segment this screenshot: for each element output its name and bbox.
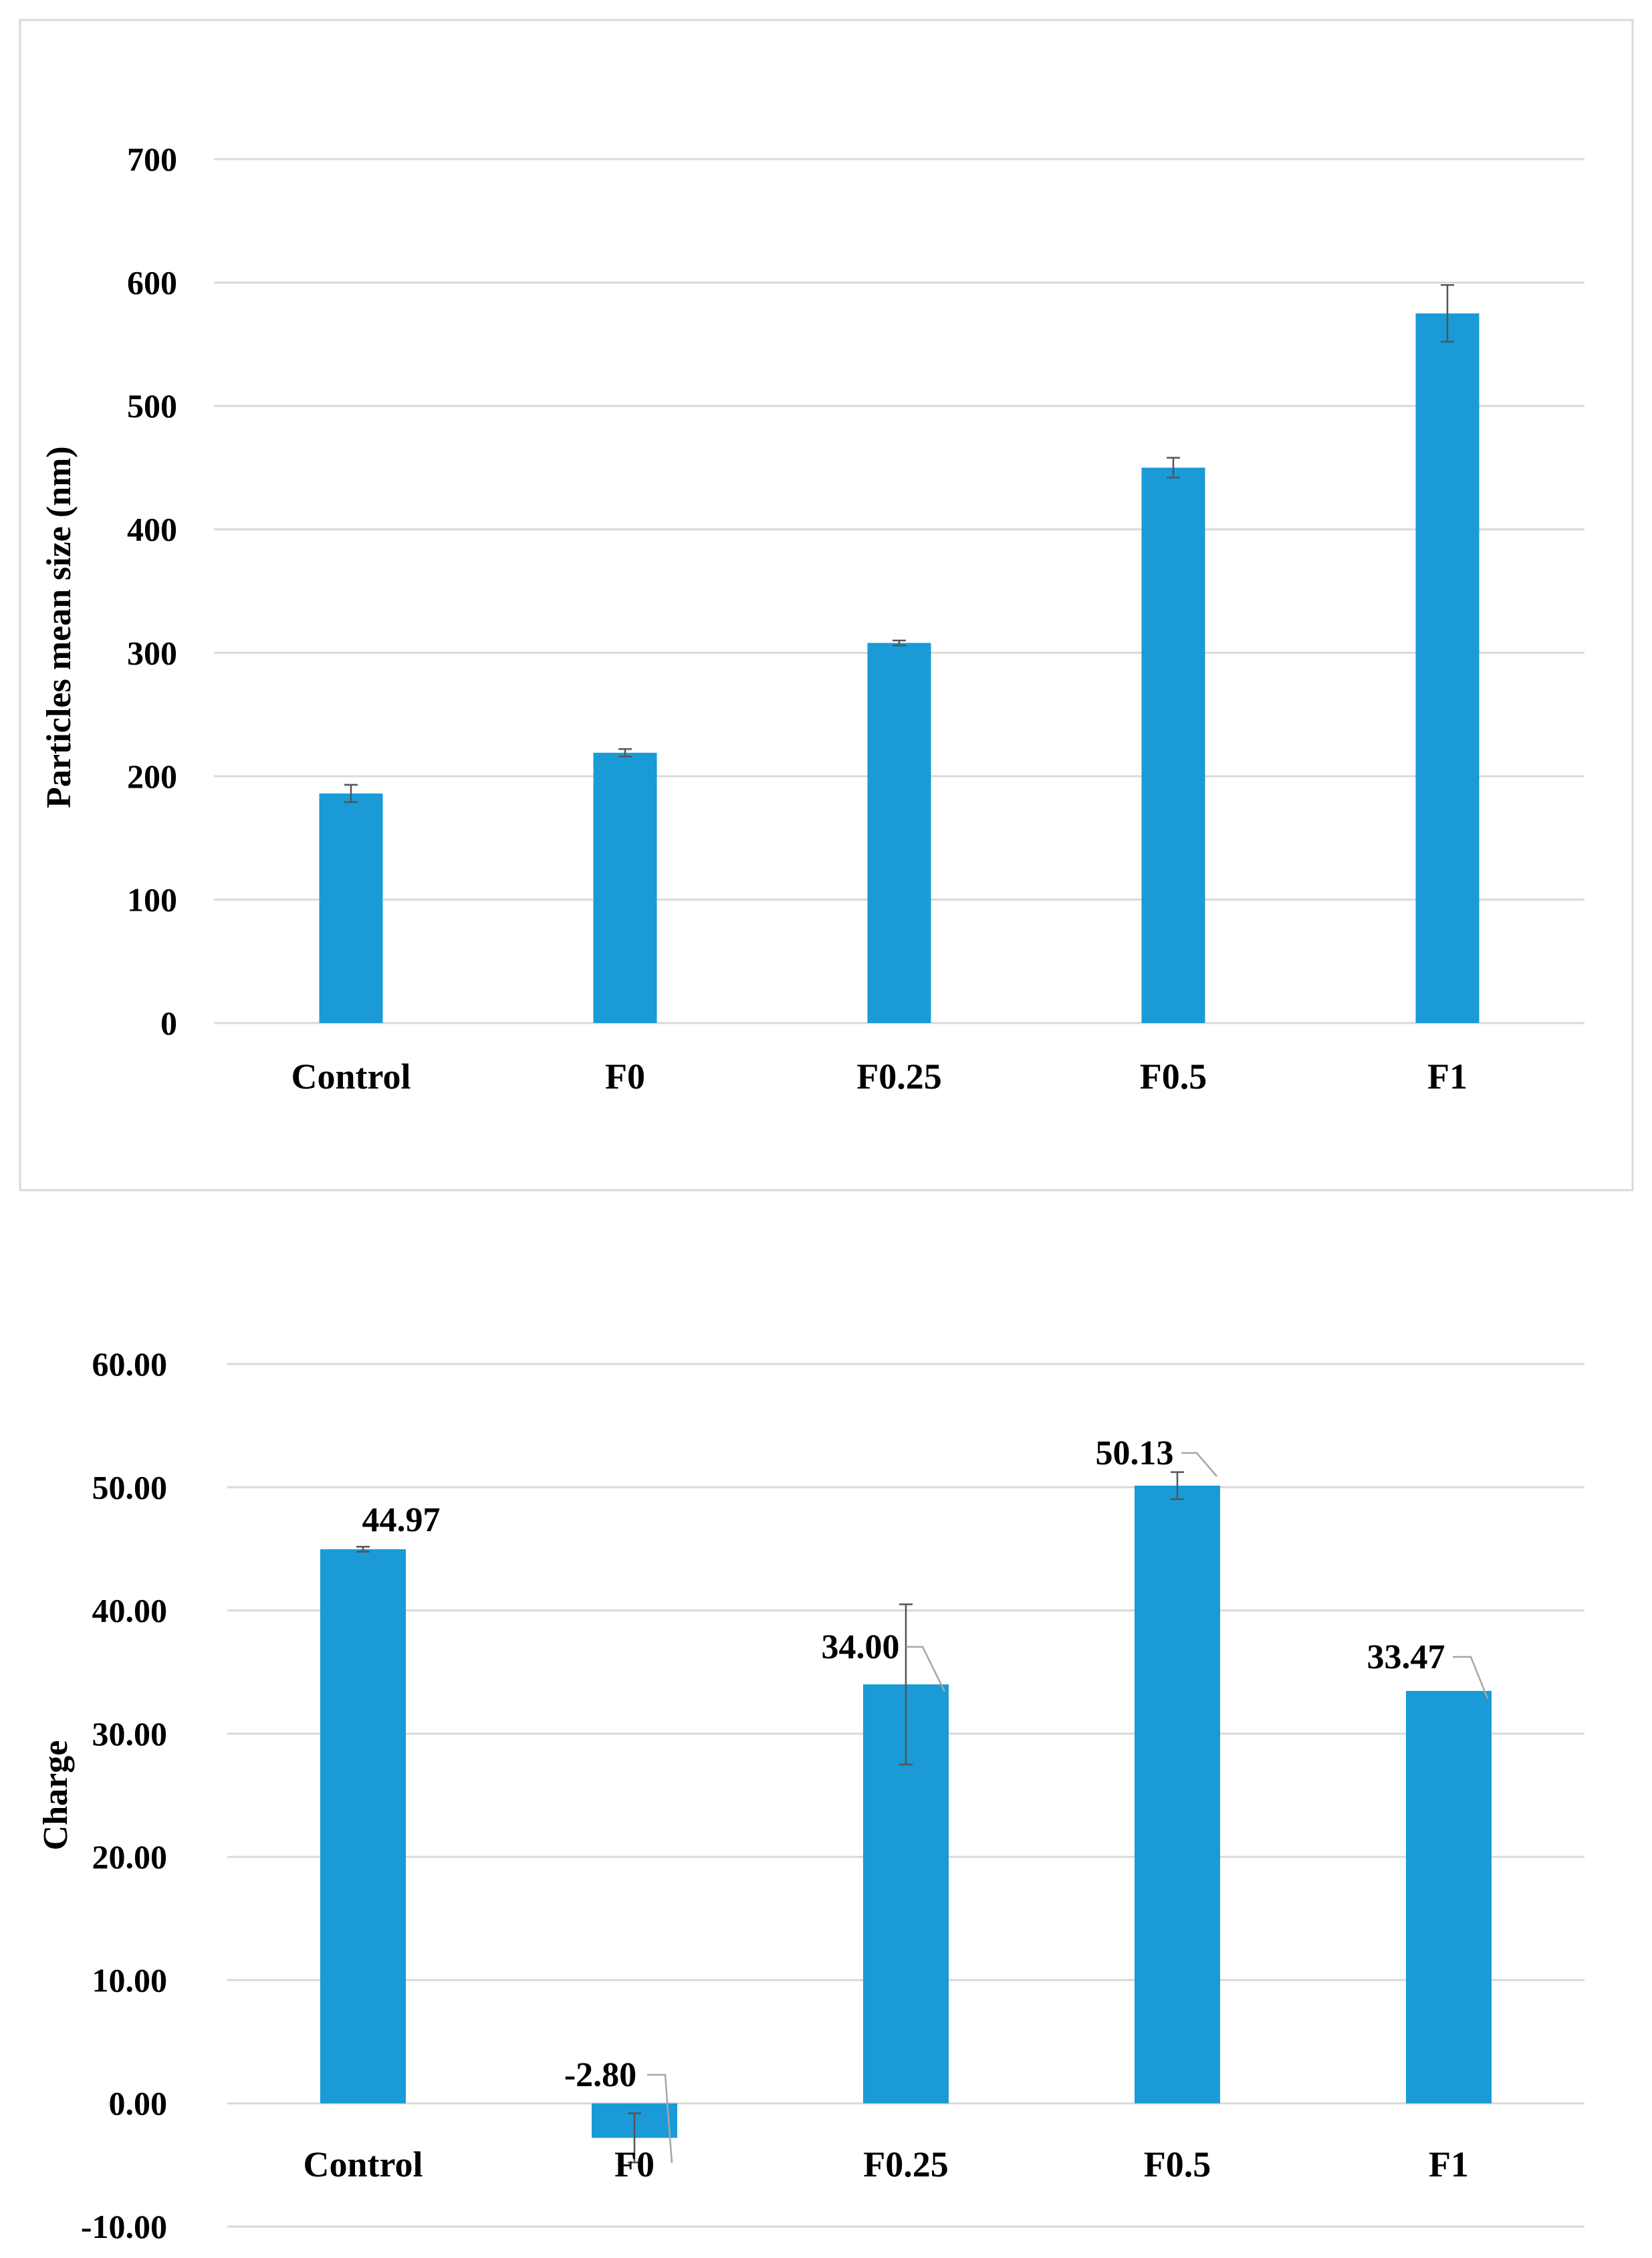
charge-data-label-f0-5: 50.13 (1096, 1434, 1174, 1472)
charge-y-tick-label: 40.00 (92, 1592, 168, 1629)
size-y-tick-label: 100 (127, 881, 177, 918)
charge-y-tick-label: 60.00 (92, 1345, 168, 1383)
charge-y-tick-label: 10.00 (92, 1961, 168, 1999)
size-y-tick-label: 0 (160, 1004, 177, 1042)
charge-y-axis-title: Charge (37, 1740, 75, 1851)
size-bar-control (319, 793, 383, 1023)
size-bar-f0 (593, 752, 657, 1023)
charge-data-label-f0: -2.80 (564, 2056, 636, 2094)
charge-data-label-control: 44.97 (362, 1501, 441, 1539)
charge-y-tick-label: 0.00 (109, 2085, 168, 2122)
charge-bar-f1 (1406, 1690, 1492, 2104)
charge-y-tick-label: 50.00 (92, 1468, 168, 1506)
charge-category-label-f1: F1 (1429, 2144, 1469, 2184)
charge-label-leader-f0-25 (907, 1646, 946, 1692)
size-bar-f1 (1415, 313, 1480, 1023)
size-category-label-f1: F1 (1427, 1056, 1467, 1097)
charge-category-label-f0-5: F0.5 (1144, 2144, 1211, 2184)
size-error-bar-control (344, 784, 358, 803)
size-error-bar-f0 (618, 748, 632, 758)
charge-chart: -10.00 0.00 10.00 20.00 30.00 40.00 50.00 60.00… (37, 1345, 1584, 2245)
size-y-axis-title: Particles mean size (nm) (40, 446, 78, 808)
size-bar-f0-25 (867, 643, 931, 1023)
charge-error-bar-f0-5 (1171, 1471, 1184, 1500)
charge-bar-control (320, 1549, 406, 2104)
charge-label-leader-f1 (1453, 1656, 1489, 1699)
charge-label-leader-f0-5 (1181, 1452, 1217, 1477)
size-category-label-f0-25: F0.25 (856, 1056, 942, 1097)
size-y-tick-label: 400 (127, 511, 177, 548)
charge-data-label-f1: 33.47 (1367, 1638, 1445, 1676)
size-error-bar-f0-25 (893, 639, 906, 647)
charge-error-bar-f0-25 (899, 1603, 913, 1766)
charge-category-label-f0-25: F0.25 (863, 2144, 949, 2184)
charge-y-tick-label: 20.00 (92, 1838, 168, 1876)
size-y-tick-label: 500 (127, 387, 177, 425)
size-bar-f0-5 (1141, 467, 1205, 1023)
charge-data-label-f0-25: 34.00 (822, 1628, 900, 1666)
size-error-bar-f1 (1441, 284, 1454, 343)
charge-y-tick-label: -10.00 (81, 2208, 167, 2245)
charge-error-bar-control (356, 1546, 370, 1553)
charge-y-tick-label: 30.00 (92, 1715, 168, 1753)
charge-category-label-f0: F0 (614, 2144, 655, 2184)
charge-label-leader-f0 (647, 2073, 673, 2164)
size-error-bar-f0-5 (1167, 457, 1180, 479)
size-y-tick-label: 200 (127, 758, 177, 795)
size-chart-frame (19, 19, 1634, 1192)
size-y-tick-label: 600 (127, 264, 177, 302)
size-category-label-f0-5: F0.5 (1140, 1056, 1207, 1097)
charge-bar-f0-5 (1135, 1485, 1220, 2104)
charge-category-label-control: Control (303, 2144, 423, 2184)
size-y-tick-label: 300 (127, 634, 177, 671)
size-y-tick-label: 700 (127, 140, 177, 178)
charge-error-bar-f0 (628, 2112, 641, 2164)
size-category-label-f0: F0 (605, 1056, 645, 1097)
particle-size-chart: 0 100 200 300 400 500 600 700 Particles mean siz… (19, 19, 1634, 1192)
size-category-label-control: Control (291, 1056, 410, 1097)
